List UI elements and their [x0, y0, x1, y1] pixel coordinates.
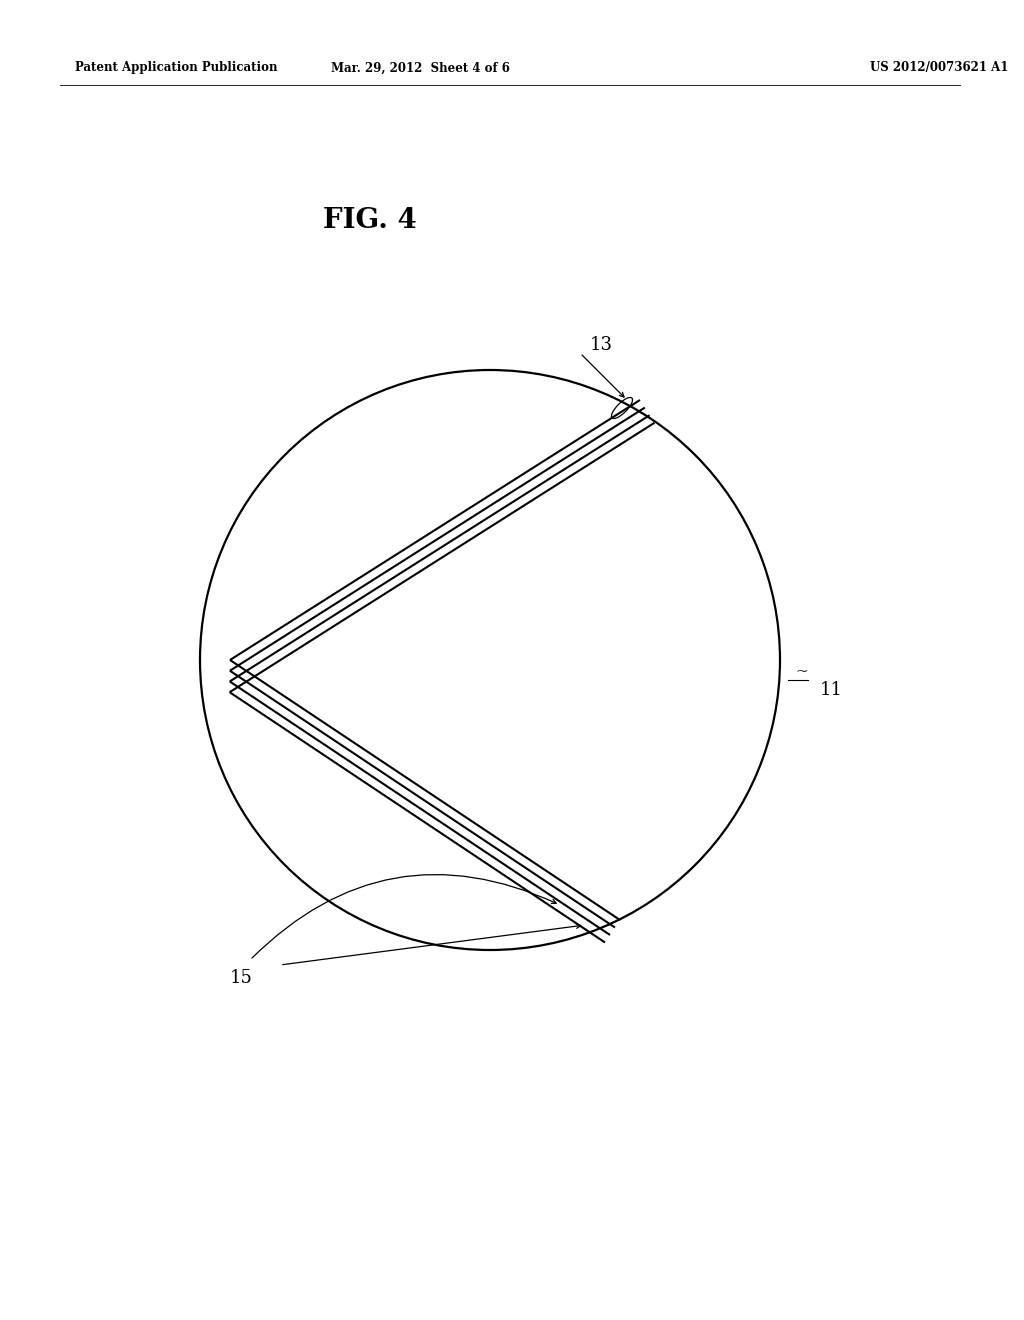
Text: ~: ~ — [796, 665, 808, 678]
Text: 13: 13 — [590, 337, 613, 354]
Text: 15: 15 — [230, 969, 253, 987]
Text: Patent Application Publication: Patent Application Publication — [75, 62, 278, 74]
Text: FIG. 4: FIG. 4 — [324, 206, 417, 234]
Text: 11: 11 — [820, 681, 843, 700]
Text: US 2012/0073621 A1: US 2012/0073621 A1 — [870, 62, 1009, 74]
Text: Mar. 29, 2012  Sheet 4 of 6: Mar. 29, 2012 Sheet 4 of 6 — [331, 62, 509, 74]
